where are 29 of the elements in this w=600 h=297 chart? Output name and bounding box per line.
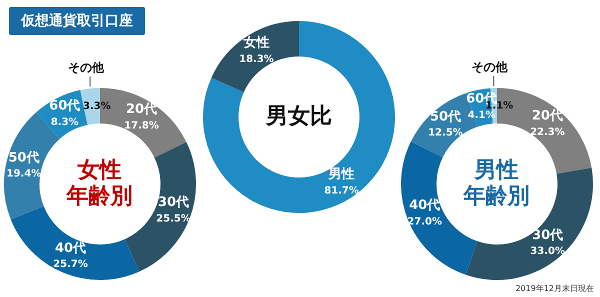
data-label: 33.0% bbox=[530, 246, 565, 258]
slice-label: 30代 bbox=[158, 195, 190, 210]
data-label: 25.5% bbox=[156, 213, 191, 224]
data-label: 22.3% bbox=[530, 126, 565, 138]
data-label: 12.5% bbox=[428, 128, 463, 139]
slice-label: 50代 bbox=[8, 150, 40, 166]
data-label: 81.7% bbox=[324, 185, 359, 196]
data-label: 27.0% bbox=[407, 216, 442, 228]
data-label: 25.7% bbox=[53, 259, 88, 270]
slice-label: 60代 bbox=[49, 98, 80, 114]
text: 2019年12月末日現在 bbox=[515, 283, 594, 294]
slice-label: 30代 bbox=[532, 228, 564, 244]
slice-label: 40代 bbox=[409, 198, 440, 214]
data-label: 17.8% bbox=[124, 120, 159, 132]
data-label: 3.3% bbox=[83, 100, 111, 112]
slice-label: 20代 bbox=[126, 102, 158, 118]
slice-label: その他 bbox=[472, 60, 509, 74]
slice-label: 50代 bbox=[430, 110, 461, 125]
text: 仮想通貨取引口座 bbox=[9, 7, 145, 35]
slice-label: 男性 bbox=[328, 167, 355, 182]
slice-label: 女性 bbox=[242, 36, 270, 51]
data-label: 18.3% bbox=[239, 54, 274, 65]
text: 男性年齢別 bbox=[463, 158, 530, 210]
slice-label: その他 bbox=[68, 60, 106, 75]
data-label: 19.4% bbox=[6, 168, 42, 180]
text: 男女比 bbox=[266, 104, 332, 130]
slice-label: 40代 bbox=[54, 240, 86, 256]
text: 女性年齢別 bbox=[66, 158, 134, 210]
data-label: 8.3% bbox=[50, 116, 79, 128]
